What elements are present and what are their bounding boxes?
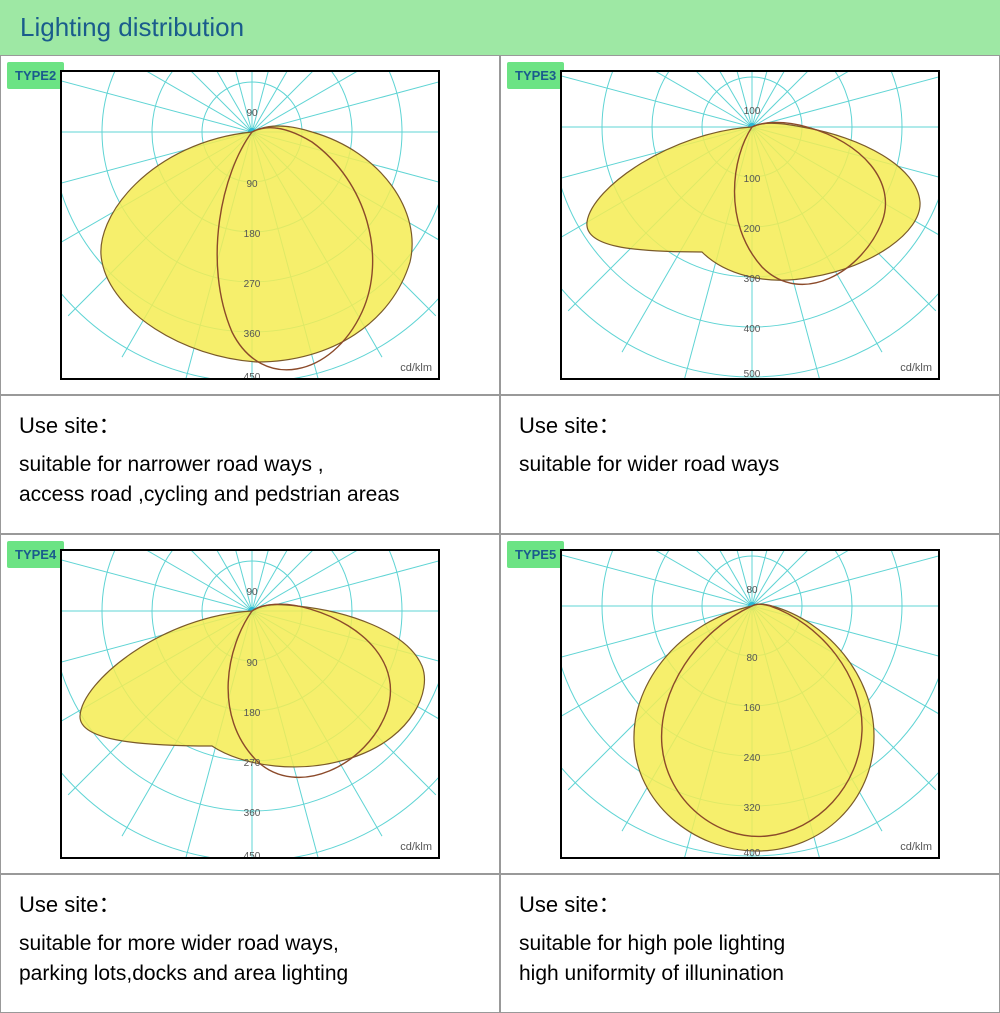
svg-text:240: 240 [744,753,761,764]
svg-text:180: 180 [244,708,261,719]
svg-text:200: 200 [744,224,761,235]
polar-chart: 80 80 160 240 320 400 cd/klm [560,549,940,859]
desc-cell-type2: Use site： suitable for narrower road way… [0,395,500,534]
svg-text:80: 80 [746,653,758,664]
svg-text:400: 400 [744,848,761,859]
desc-cell-type4: Use site： suitable for more wider road w… [0,874,500,1013]
description-text: suitable for wider road ways [519,450,981,480]
svg-text:90: 90 [246,658,258,669]
svg-text:90: 90 [246,587,258,598]
svg-text:270: 270 [244,279,261,290]
svg-text:100: 100 [744,106,761,117]
description-text: suitable for high pole lightinghigh unif… [519,929,981,990]
polar-chart: 90 90 180 270 360 450 cd/klm [60,70,440,380]
use-site-label: Use site： [519,889,981,921]
chart-cell-type3: TYPE3 100 100 200 300 400 500 cd/klm [500,55,1000,395]
svg-text:300: 300 [744,274,761,285]
chart-cell-type5: TYPE5 80 80 160 240 320 400 cd/klm [500,534,1000,874]
unit-label: cd/klm [400,841,432,853]
unit-label: cd/klm [400,362,432,374]
chart-cell-type4: TYPE4 90 90 180 270 360 450 cd/klm [0,534,500,874]
description-text: suitable for narrower road ways ,access … [19,450,481,511]
svg-text:100: 100 [744,174,761,185]
unit-label: cd/klm [900,841,932,853]
svg-text:160: 160 [744,703,761,714]
svg-text:360: 360 [244,808,261,819]
type-badge: TYPE3 [507,62,564,89]
desc-cell-type5: Use site： suitable for high pole lightin… [500,874,1000,1013]
svg-text:90: 90 [246,179,258,190]
unit-label: cd/klm [900,362,932,374]
use-site-label: Use site： [19,889,481,921]
polar-chart: 90 90 180 270 360 450 cd/klm [60,549,440,859]
svg-text:450: 450 [244,372,261,380]
desc-cell-type3: Use site： suitable for wider road ways [500,395,1000,534]
svg-text:500: 500 [744,369,761,380]
svg-text:80: 80 [746,585,758,596]
type-badge: TYPE4 [7,541,64,568]
type-badge: TYPE5 [507,541,564,568]
use-site-label: Use site： [519,410,981,442]
svg-text:450: 450 [244,851,261,859]
type-badge: TYPE2 [7,62,64,89]
use-site-label: Use site： [19,410,481,442]
svg-text:400: 400 [744,324,761,335]
svg-text:270: 270 [244,758,261,769]
svg-text:180: 180 [244,229,261,240]
panel-grid: TYPE2 9090180270360450 cd/klm TYPE3 1001… [0,55,1000,1013]
chart-cell-type2: TYPE2 90 90 180 270 360 450 cd/klm [0,55,500,395]
svg-text:320: 320 [744,803,761,814]
description-text: suitable for more wider road ways,parkin… [19,929,481,990]
svg-text:90: 90 [246,108,258,119]
page-title: Lighting distribution [0,0,1000,55]
polar-chart: 100 100 200 300 400 500 cd/klm [560,70,940,380]
svg-text:360: 360 [244,329,261,340]
